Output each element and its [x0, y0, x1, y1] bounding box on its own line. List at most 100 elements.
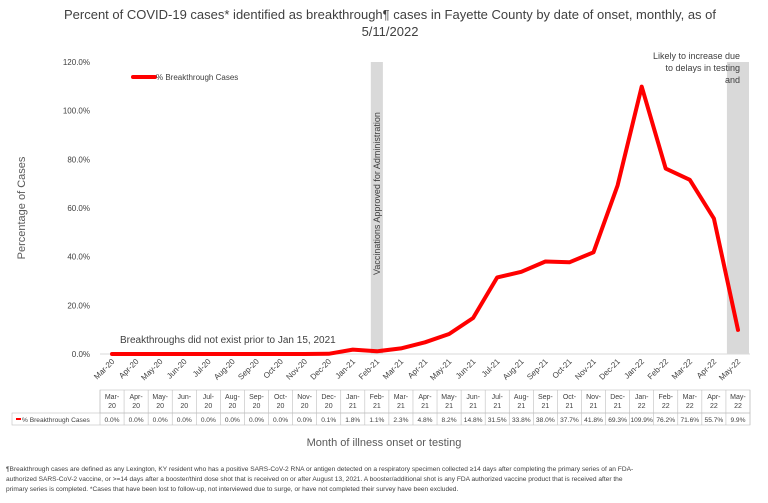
table-header-cell: Jan-21 [346, 394, 360, 410]
x-tick-label: Jan-22 [622, 357, 646, 381]
table-value-cell: 0.0% [273, 417, 288, 424]
footnote: ¶Breakthrough cases are defined as any L… [6, 465, 762, 495]
table-value-cell: 1.1% [369, 417, 384, 424]
footnote-line-1: ¶Breakthrough cases are defined as any L… [6, 466, 634, 473]
x-tick-label: Nov-21 [573, 357, 598, 382]
x-tick-label: May-21 [428, 357, 454, 383]
table-value-cell: 0.0% [105, 417, 120, 424]
legend-label: % Breakthrough Cases [156, 73, 238, 82]
series-line-breakthrough [110, 84, 740, 356]
x-tick-label: Aug-21 [501, 357, 526, 382]
x-tick-label: Jul-20 [191, 357, 213, 379]
y-tick-label: 80.0% [67, 155, 90, 164]
series-line [110, 84, 740, 356]
table-header-cell: Aug-21 [514, 394, 529, 410]
table-header-cell: Jan-22 [635, 394, 649, 410]
table-header-cell: Dec-21 [610, 394, 625, 410]
y-tick-label: 100.0% [63, 107, 90, 116]
x-tick-label: Mar-20 [92, 357, 117, 382]
table-header-cell: Dec-20 [321, 394, 336, 410]
table-value-cell: 71.6% [680, 417, 699, 424]
table-header-cell: Sep-20 [249, 394, 264, 410]
chart-title-line-2: 5/11/2022 [361, 24, 419, 39]
annotations: Vaccinations Approved for Administration… [120, 51, 740, 346]
footnote-line-2: authorized SARS-CoV-2 vaccine, or >=14 d… [6, 476, 623, 483]
table-value-cell: 76.2% [656, 417, 675, 424]
table-header-cell: Apr-21 [418, 394, 432, 410]
table-value-cell: 0.0% [201, 417, 216, 424]
table-value-cell: 33.8% [512, 417, 531, 424]
y-axis-label: Percentage of Cases [16, 156, 28, 259]
x-tick-label: Jun-20 [165, 357, 189, 381]
x-tick-label: Feb-21 [357, 357, 382, 382]
chart-title-line-1: Percent of COVID-19 cases* identified as… [63, 7, 717, 22]
table-header-cell: Apr-20 [129, 394, 143, 410]
table-value-cell: 0.0% [297, 417, 312, 424]
y-tick-label: 120.0% [63, 58, 90, 67]
table-header-cell: Apr-22 [707, 394, 721, 410]
table-header-cell: Mar-21 [394, 394, 409, 410]
table-value-cell: 14.8% [464, 417, 483, 424]
table-value-cell: 69.3% [608, 417, 627, 424]
table-row-label: % Breakthrough Cases [22, 417, 91, 424]
table-value-cell: 0.0% [225, 417, 240, 424]
footnote-line-3: primary series is completed. *Cases that… [6, 486, 459, 493]
y-tick-label: 40.0% [67, 253, 90, 262]
table-value-cell: 0.0% [249, 417, 264, 424]
x-tick-label: Apr-22 [695, 357, 719, 381]
reporting-delay-annotation: Likely to increase due to delays in testi… [653, 51, 740, 85]
y-tick-label: 0.0% [72, 350, 90, 359]
x-tick-label: Dec-20 [309, 357, 334, 382]
table-value-cell: 8.2% [442, 417, 457, 424]
x-tick-label: Jun-21 [454, 357, 478, 381]
table-value-cell: 9.9% [730, 417, 745, 424]
table-header-cell: Oct-20 [274, 394, 288, 410]
table-header-cell: Jul-20 [203, 394, 215, 410]
table-header-cell: Jul-21 [492, 394, 504, 410]
x-tick-label: Nov-20 [284, 357, 309, 382]
table-value-cell: 31.5% [488, 417, 507, 424]
table-value-cell: 37.7% [560, 417, 579, 424]
table-header-cell: Aug-20 [225, 394, 240, 410]
x-tick-label: Apr-21 [406, 357, 430, 381]
table-header-cell: Nov-21 [586, 394, 601, 410]
table-header-cell: Mar-20 [105, 394, 120, 410]
table-value-cell: 0.0% [177, 417, 192, 424]
table-header-cell: May-21 [441, 394, 457, 410]
x-tick-label: Jan-21 [334, 357, 358, 381]
x-tick-label: Sep-20 [236, 357, 261, 382]
data-table: Mar-20 0.0% Apr-20 0.0% May-20 0.0% Jun-20 0.0%… [11, 389, 751, 426]
table-header-cell: Feb-21 [370, 394, 385, 410]
x-tick-label: Aug-20 [212, 357, 237, 382]
table-value-cell: 4.8% [417, 417, 432, 424]
legend: % Breakthrough Cases [131, 73, 238, 82]
x-tick-label: Mar-21 [381, 357, 406, 382]
table-header-cell: Oct-21 [563, 394, 577, 410]
vaccine-shaded-region [370, 62, 383, 354]
table-header-cell: Sep-21 [538, 394, 553, 410]
table-header-cell: Mar-22 [683, 394, 698, 410]
x-tick-label: Oct-20 [262, 357, 286, 381]
table-value-cell: 2.3% [393, 417, 408, 424]
x-tick-label: Feb-22 [646, 357, 671, 382]
table-value-cell: 41.8% [584, 417, 603, 424]
vaccine-annotation: Vaccinations Approved for Administration [372, 112, 382, 275]
y-tick-label: 20.0% [67, 301, 90, 310]
y-axis: 0.0% 20.0% 40.0% 60.0% 80.0% 100.0% 120.0% [63, 58, 90, 359]
table-header-cell: May-20 [152, 394, 168, 410]
x-tick-label: Oct-21 [551, 357, 575, 381]
table-header-cell: Jun-20 [177, 394, 191, 410]
table-header-cell: Jun-21 [466, 394, 480, 410]
shaded-regions [370, 62, 749, 354]
y-tick-label: 60.0% [67, 204, 90, 213]
table-value-cell: 55.7% [705, 417, 724, 424]
x-tick-label: Sep-21 [525, 357, 550, 382]
chart-title: Percent of COVID-19 cases* identified as… [60, 6, 720, 40]
x-tick-label: Dec-21 [597, 357, 622, 382]
x-tick-label: Mar-22 [670, 357, 695, 382]
x-tick-label: Jul-21 [480, 357, 502, 379]
x-axis-label: Month of illness onset or testing [306, 437, 462, 449]
no-breakthrough-annotation: Breakthroughs did not exist prior to Jan… [120, 335, 336, 346]
table-header-cell: Feb-22 [659, 394, 674, 410]
